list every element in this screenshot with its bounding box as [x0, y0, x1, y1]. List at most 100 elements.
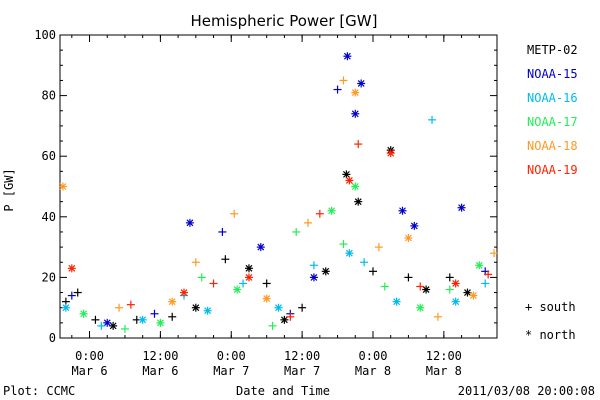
marker-stroke	[357, 80, 365, 87]
x-tick-date-label: Mar 7	[213, 364, 249, 378]
data-point-south	[221, 255, 230, 264]
data-point-north	[233, 285, 242, 294]
data-point-south	[445, 285, 454, 294]
data-point-south	[315, 209, 324, 218]
data-point-south	[490, 249, 499, 258]
x-tick-date-label: Mar 8	[426, 364, 462, 378]
data-point-north	[156, 318, 165, 327]
data-point-north	[451, 297, 460, 306]
data-point-south	[91, 315, 100, 324]
data-point-north	[343, 52, 352, 61]
data-point-south	[292, 227, 301, 236]
y-tick-label: 20	[42, 270, 56, 284]
marker-stroke	[354, 198, 362, 206]
data-point-south	[304, 218, 313, 227]
marker-stroke	[452, 280, 460, 287]
data-point-north	[457, 203, 466, 212]
data-point-north	[138, 315, 147, 324]
data-point-north	[351, 109, 360, 118]
y-axis: 0 20 40 60 80 100	[34, 28, 497, 345]
data-point-north	[244, 264, 253, 273]
data-point-north	[422, 285, 431, 294]
x-axis-label: Date and Time	[236, 384, 330, 398]
data-point-north	[463, 288, 472, 297]
data-point-south	[191, 258, 200, 267]
marker-legend-entry: * north	[525, 328, 576, 342]
data-point-south	[404, 273, 413, 282]
data-point-north	[386, 149, 395, 158]
marker-stroke	[245, 273, 253, 281]
data-point-south	[197, 273, 206, 282]
data-point-north	[416, 303, 425, 312]
data-point-north	[280, 315, 289, 324]
marker-stroke	[186, 219, 194, 227]
data-point-south	[268, 321, 277, 330]
data-point-north	[410, 221, 419, 230]
legend-entry: NOAA-16	[527, 91, 578, 105]
marker-stroke	[103, 319, 111, 327]
data-point-south	[339, 76, 348, 85]
data-point-north	[79, 309, 88, 318]
legend: METP-02 NOAA-15 NOAA-16 NOAA-17 NOAA-18 NOAA-…	[527, 43, 578, 177]
marker-stroke	[345, 177, 353, 184]
data-point-south	[150, 309, 159, 318]
marker-stroke	[410, 222, 418, 230]
data-point-north	[58, 182, 67, 191]
data-point-north	[168, 297, 177, 306]
data-point-south	[286, 312, 295, 321]
marker-stroke	[310, 273, 318, 281]
data-point-south	[115, 303, 124, 312]
legend-entry: NOAA-15	[527, 67, 578, 81]
data-point-south	[309, 261, 318, 270]
marker-stroke	[80, 310, 88, 318]
marker-stroke	[351, 110, 359, 118]
marker-stroke	[168, 298, 176, 306]
y-tick-label: 40	[42, 210, 56, 224]
marker-stroke	[345, 249, 353, 257]
data-point-north	[256, 243, 265, 252]
legend-entry: NOAA-17	[527, 115, 578, 129]
data-point-south	[239, 279, 248, 288]
legend-entry: NOAA-18	[527, 139, 578, 153]
marker-stroke	[233, 286, 241, 293]
marker-stroke	[204, 307, 212, 315]
y-axis-label: P [GW]	[2, 168, 16, 211]
plot-frame	[59, 34, 498, 339]
data-point-south	[368, 267, 377, 276]
data-point-south	[168, 312, 177, 321]
data-point-south	[209, 279, 218, 288]
y-tick-label: 100	[34, 28, 56, 42]
data-point-south	[67, 291, 76, 300]
marker-stroke	[475, 261, 483, 269]
data-point-north	[351, 182, 360, 191]
data-point-south	[126, 300, 135, 309]
data-point-north	[185, 218, 194, 227]
data-point-north	[392, 297, 401, 306]
marker-stroke	[322, 267, 330, 275]
y-tick-label: 60	[42, 149, 56, 163]
legend-entry: NOAA-19	[527, 163, 578, 177]
data-point-south	[120, 324, 129, 333]
data-point-north	[103, 318, 112, 327]
marker-stroke	[351, 183, 359, 190]
marker-stroke	[351, 89, 359, 96]
x-tick-date-label: Mar 7	[284, 364, 320, 378]
data-point-north	[262, 294, 271, 303]
data-point-south	[218, 227, 227, 236]
data-point-north	[244, 273, 253, 282]
data-points	[58, 52, 499, 333]
data-point-north	[345, 176, 354, 185]
marker-stroke	[245, 264, 253, 272]
data-point-south	[339, 240, 348, 249]
legend-entry: METP-02	[527, 43, 578, 57]
data-point-south	[360, 258, 369, 267]
data-point-north	[357, 79, 366, 88]
marker-stroke	[422, 286, 430, 293]
data-point-north	[67, 264, 76, 273]
data-point-south	[433, 312, 442, 321]
data-point-south	[262, 279, 271, 288]
marker-stroke	[257, 243, 265, 251]
marker-stroke	[464, 289, 471, 296]
